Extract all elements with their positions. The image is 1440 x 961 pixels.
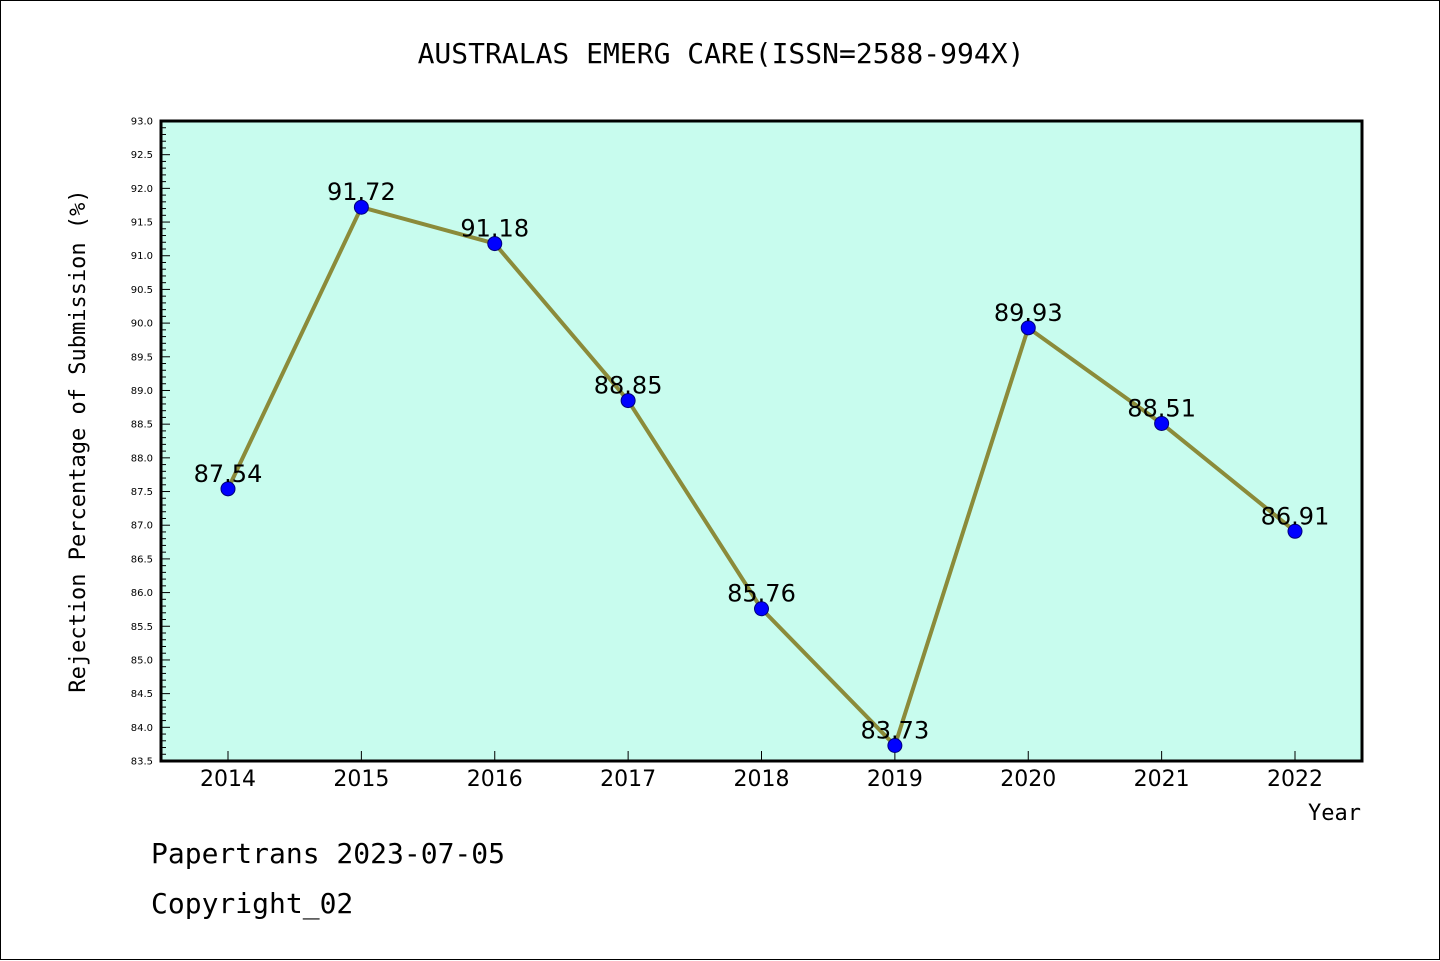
data-label: 88.51 — [1127, 394, 1196, 422]
y-tick-label: 87.5 — [131, 487, 153, 498]
y-tick-label: 86.5 — [131, 554, 153, 565]
x-tick-label: 2015 — [333, 767, 389, 792]
y-tick-label: 85.0 — [131, 655, 153, 666]
footer-date: Papertrans 2023-07-05 — [151, 837, 506, 870]
y-tick-label: 84.5 — [131, 689, 153, 700]
data-label: 91.72 — [327, 178, 396, 206]
y-tick-label: 89.0 — [131, 386, 153, 397]
y-tick-label: 83.5 — [131, 757, 153, 768]
data-point — [220, 481, 236, 497]
data-label: 85.76 — [727, 580, 796, 608]
data-label: 91.18 — [460, 215, 529, 243]
y-tick-label: 84.0 — [131, 723, 153, 734]
x-tick-label: 2018 — [734, 767, 790, 792]
data-point — [887, 738, 903, 754]
x-tick-label: 2021 — [1134, 767, 1190, 792]
y-tick-label: 88.5 — [131, 420, 153, 431]
y-tick-label: 88.0 — [131, 453, 153, 464]
y-tick-label: 92.0 — [131, 184, 153, 195]
x-tick-label: 2017 — [600, 767, 656, 792]
data-point — [620, 393, 636, 409]
y-tick-label: 91.0 — [131, 251, 153, 262]
y-tick-label: 87.0 — [131, 521, 153, 532]
chart-title: AUSTRALAS EMERG CARE(ISSN=2588-994X) — [417, 37, 1025, 70]
data-label: 83.73 — [861, 717, 930, 745]
y-axis: 83.5 84.0 84.5 85.0 85.5 86.0 86.5 87.0 87.5 88.0… — [131, 117, 170, 768]
data-point — [487, 236, 503, 252]
data-point — [754, 601, 769, 617]
y-tick-label: 90.0 — [131, 319, 153, 330]
x-axis-title: Year — [1308, 801, 1361, 826]
data-labels: 87.54 91.72 91.18 88.85 85.76 83.73 89.93 88.51… — [194, 178, 1330, 744]
x-tick-label: 2019 — [867, 767, 923, 792]
data-label: 89.93 — [994, 299, 1063, 327]
data-label: 86.91 — [1261, 502, 1330, 530]
x-tick-label: 2022 — [1267, 767, 1323, 792]
x-tick-label: 2020 — [1000, 767, 1056, 792]
plot-area — [159, 119, 1364, 763]
x-axis: 2014 2015 2016 2017 2018 2019 2020 2021 2022 — [200, 751, 1323, 792]
data-label: 88.85 — [594, 372, 663, 400]
series-markers — [220, 199, 1303, 754]
y-tick-label: 89.5 — [131, 352, 153, 363]
data-point — [1154, 415, 1170, 431]
footer-copyright: Copyright_02 — [151, 887, 354, 920]
y-tick-label: 91.5 — [131, 218, 153, 229]
y-tick-label: 85.5 — [131, 622, 153, 633]
y-axis-title: Rejection Percentage of Submission (%) — [66, 189, 91, 692]
data-point — [353, 199, 369, 215]
x-tick-label: 2014 — [200, 767, 256, 792]
data-point — [1287, 523, 1303, 539]
data-label: 87.54 — [194, 460, 263, 488]
y-tick-label: 86.0 — [131, 588, 153, 599]
x-tick-label: 2016 — [467, 767, 523, 792]
y-tick-label: 92.5 — [131, 150, 153, 161]
y-tick-label: 93.0 — [131, 117, 153, 128]
data-point — [1020, 320, 1036, 336]
y-tick-label: 90.5 — [131, 285, 153, 296]
